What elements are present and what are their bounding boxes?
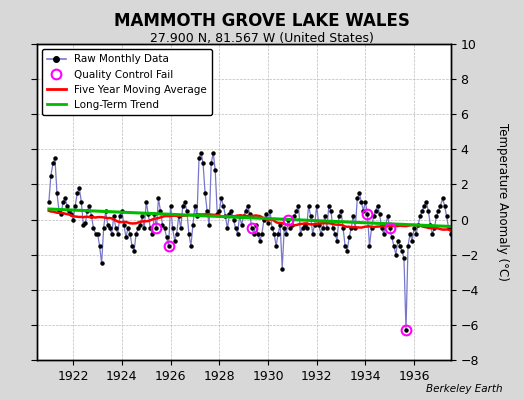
Text: MAMMOTH GROVE LAKE WALES: MAMMOTH GROVE LAKE WALES (114, 12, 410, 30)
Text: 27.900 N, 81.567 W (United States): 27.900 N, 81.567 W (United States) (150, 32, 374, 45)
Text: Berkeley Earth: Berkeley Earth (427, 384, 503, 394)
Y-axis label: Temperature Anomaly (°C): Temperature Anomaly (°C) (496, 123, 508, 281)
Legend: Raw Monthly Data, Quality Control Fail, Five Year Moving Average, Long-Term Tren: Raw Monthly Data, Quality Control Fail, … (42, 49, 212, 115)
